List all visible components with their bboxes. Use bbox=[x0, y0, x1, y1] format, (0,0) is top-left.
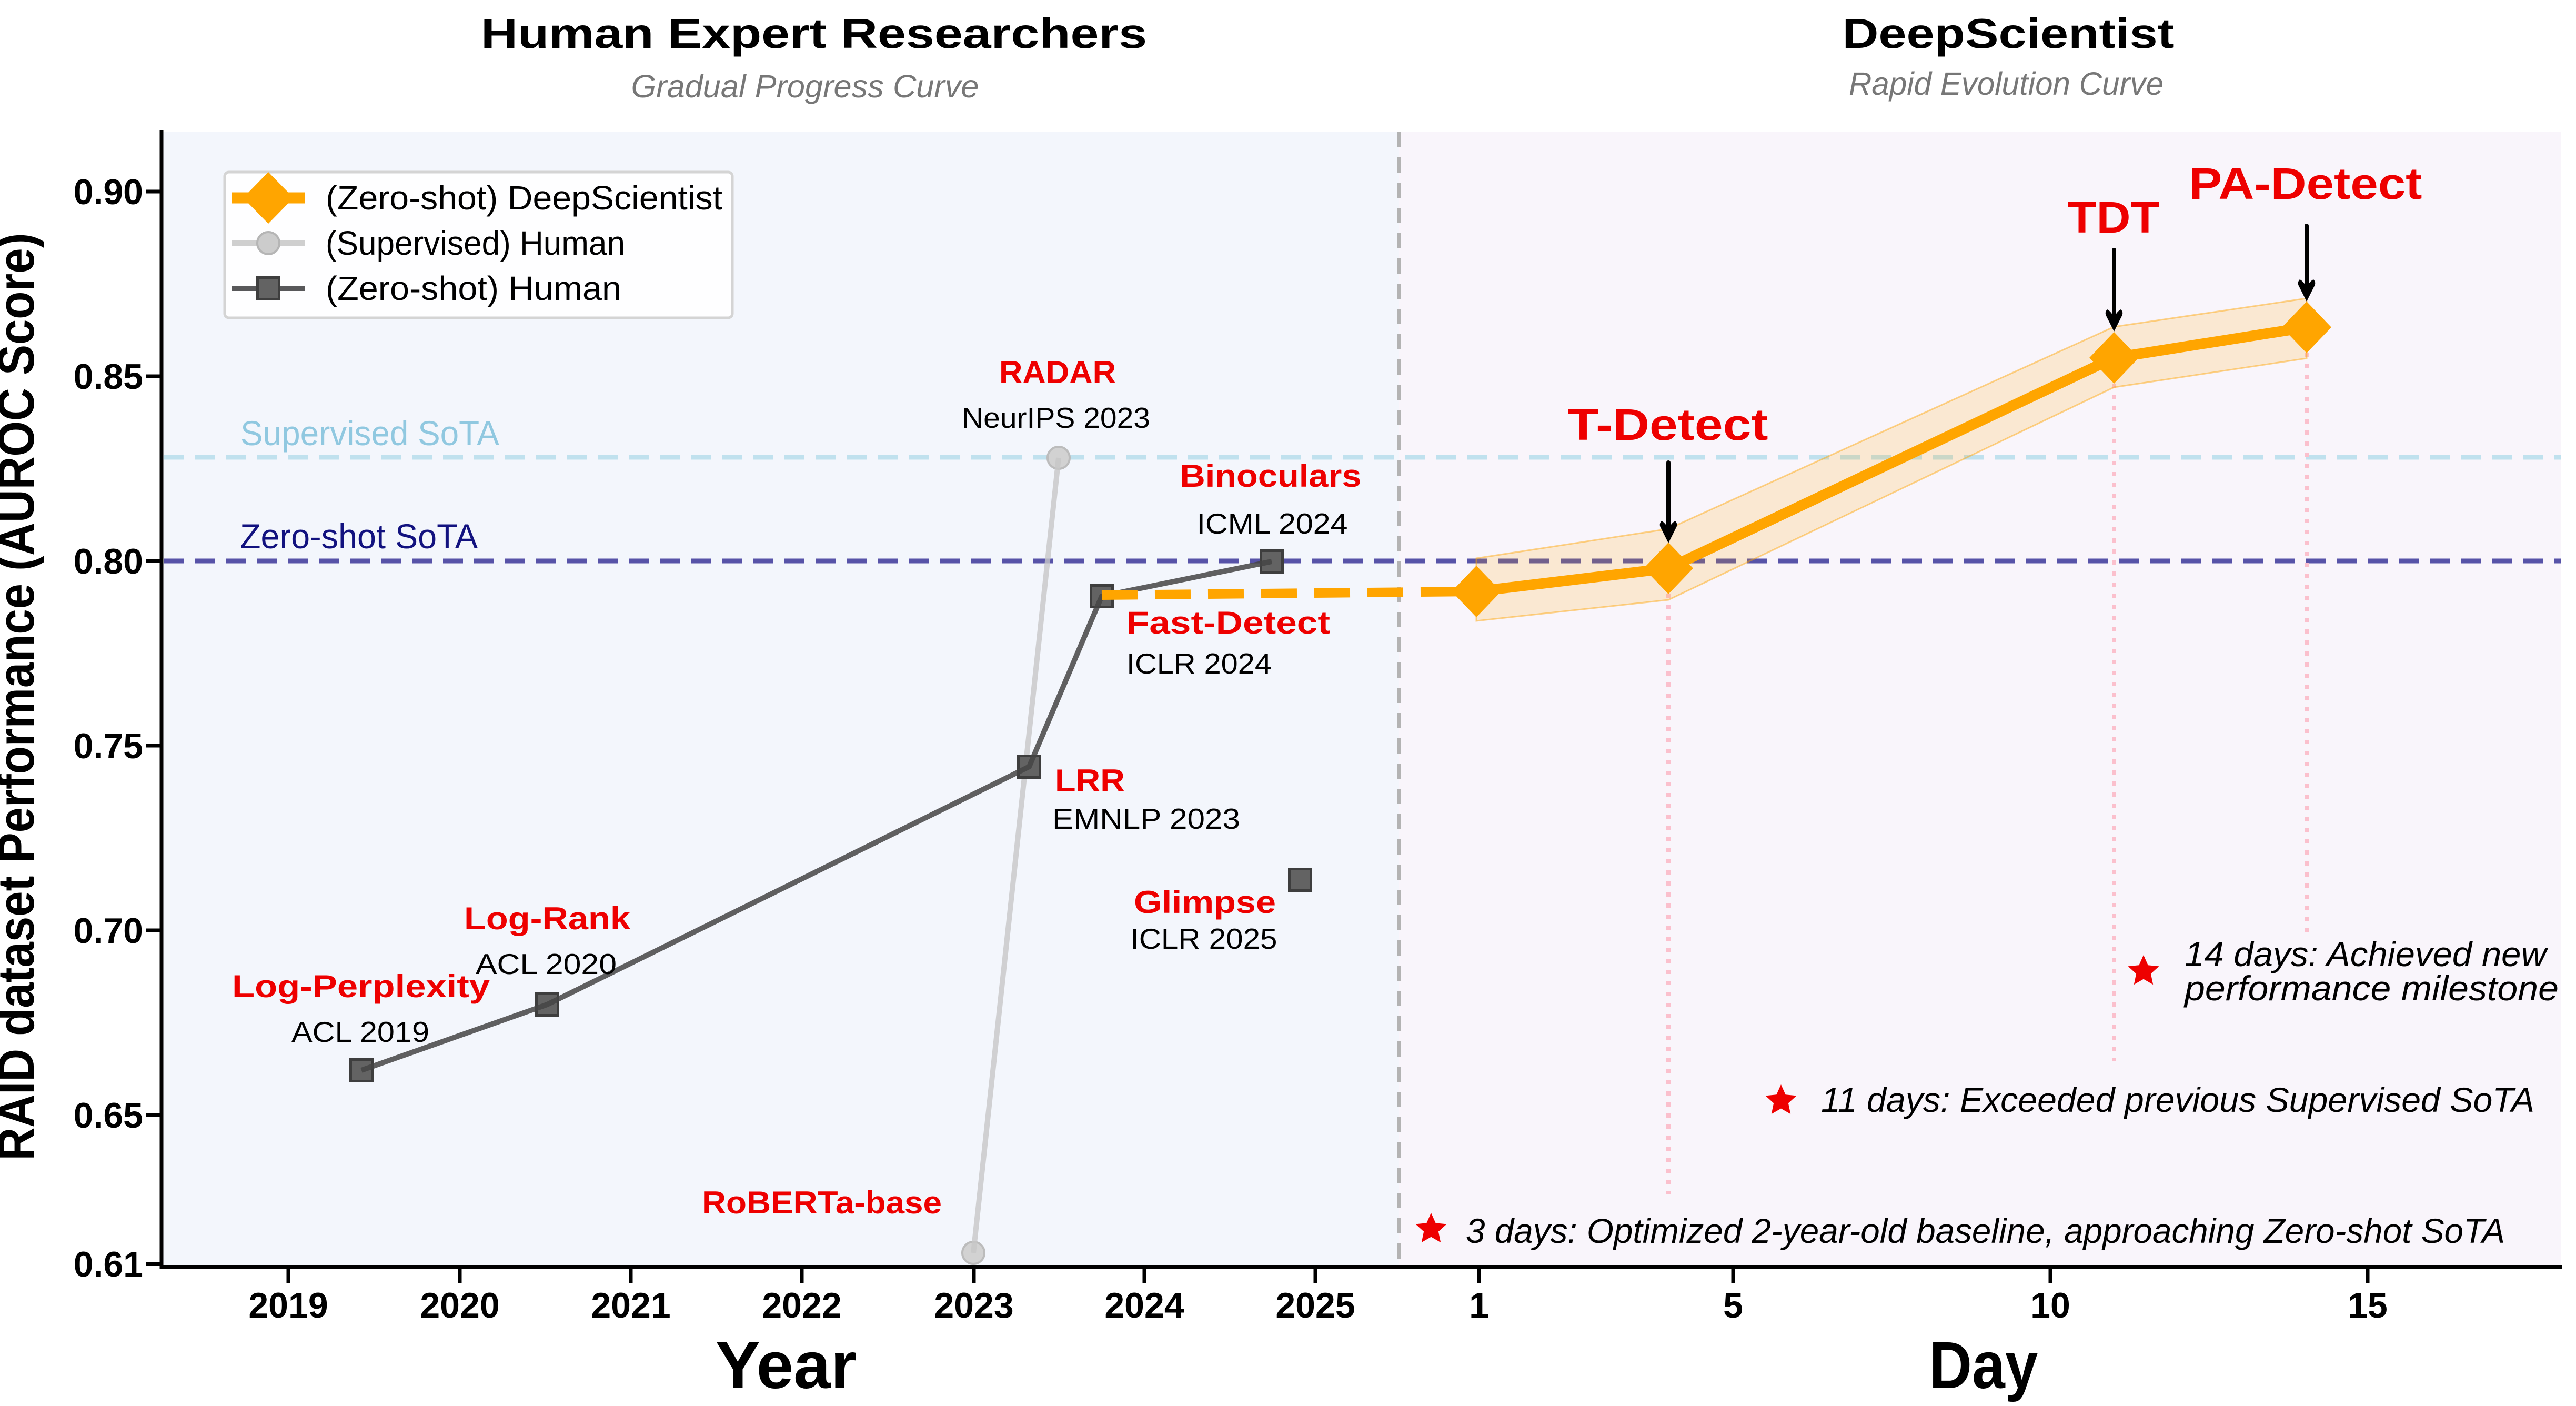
svg-text:2025: 2025 bbox=[1275, 1286, 1355, 1325]
svg-text:ICLR 2024: ICLR 2024 bbox=[1126, 647, 1272, 680]
svg-text:Supervised SoTA: Supervised SoTA bbox=[240, 414, 499, 453]
svg-text:2022: 2022 bbox=[762, 1286, 841, 1325]
svg-text:(Zero-shot) Human: (Zero-shot) Human bbox=[326, 269, 621, 307]
svg-text:RADAR: RADAR bbox=[999, 355, 1116, 390]
svg-text:ACL 2019: ACL 2019 bbox=[291, 1016, 429, 1048]
svg-text:performance milestone: performance milestone bbox=[2183, 969, 2559, 1008]
svg-text:2021: 2021 bbox=[591, 1286, 670, 1325]
svg-text:RAID dataset Performance (AURO: RAID dataset Performance (AUROC Score) bbox=[0, 233, 45, 1161]
svg-text:Gradual Progress Curve: Gradual Progress Curve bbox=[631, 68, 979, 104]
svg-text:ICLR 2025: ICLR 2025 bbox=[1131, 922, 1277, 955]
svg-text:0.85: 0.85 bbox=[74, 357, 143, 397]
svg-text:(Zero-shot) DeepScientist: (Zero-shot) DeepScientist bbox=[326, 179, 722, 217]
svg-text:2023: 2023 bbox=[934, 1286, 1013, 1325]
svg-text:0.61: 0.61 bbox=[74, 1244, 143, 1284]
svg-text:ICML 2024: ICML 2024 bbox=[1197, 507, 1348, 540]
svg-text:DeepScientist: DeepScientist bbox=[1843, 10, 2175, 57]
svg-text:Human Expert Researchers: Human Expert Researchers bbox=[481, 10, 1147, 57]
svg-text:15: 15 bbox=[2348, 1286, 2388, 1325]
svg-text:Glimpse: Glimpse bbox=[1134, 885, 1276, 920]
svg-text:11 days: Exceeded previous Sup: 11 days: Exceeded previous Supervised So… bbox=[1821, 1080, 2534, 1119]
svg-text:NeurIPS 2023: NeurIPS 2023 bbox=[962, 401, 1150, 434]
svg-text:0.70: 0.70 bbox=[74, 911, 143, 951]
svg-text:2019: 2019 bbox=[248, 1286, 328, 1325]
svg-text:Log-Rank: Log-Rank bbox=[464, 901, 631, 936]
svg-text:Zero-shot SoTA: Zero-shot SoTA bbox=[240, 517, 478, 556]
svg-text:PA-Detect: PA-Detect bbox=[2189, 159, 2422, 208]
svg-text:0.65: 0.65 bbox=[74, 1096, 143, 1136]
svg-text:LRR: LRR bbox=[1055, 763, 1125, 798]
svg-text:Binoculars: Binoculars bbox=[1180, 458, 1362, 494]
svg-text:(Supervised) Human: (Supervised) Human bbox=[326, 224, 625, 262]
svg-text:TDT: TDT bbox=[2068, 193, 2160, 242]
svg-text:5: 5 bbox=[1723, 1286, 1743, 1325]
svg-text:14 days: Achieved new: 14 days: Achieved new bbox=[2185, 935, 2549, 973]
svg-text:ACL 2020: ACL 2020 bbox=[476, 948, 617, 980]
svg-text:0.75: 0.75 bbox=[74, 726, 143, 766]
svg-text:10: 10 bbox=[2030, 1286, 2070, 1325]
svg-text:2024: 2024 bbox=[1104, 1286, 1184, 1325]
svg-text:T-Detect: T-Detect bbox=[1568, 400, 1768, 449]
svg-text:RoBERTa-base: RoBERTa-base bbox=[702, 1185, 942, 1220]
svg-text:1: 1 bbox=[1469, 1286, 1489, 1325]
svg-text:2020: 2020 bbox=[420, 1286, 499, 1325]
svg-text:EMNLP 2023: EMNLP 2023 bbox=[1052, 802, 1240, 835]
svg-text:3 days: Optimized 2-year-old b: 3 days: Optimized 2-year-old baseline, a… bbox=[1466, 1211, 2505, 1250]
svg-text:Year: Year bbox=[716, 1328, 857, 1402]
svg-text:0.80: 0.80 bbox=[74, 541, 143, 581]
svg-text:Rapid Evolution Curve: Rapid Evolution Curve bbox=[1849, 66, 2164, 102]
svg-text:0.90: 0.90 bbox=[74, 172, 143, 212]
svg-text:Fast-Detect: Fast-Detect bbox=[1126, 605, 1330, 640]
svg-text:Day: Day bbox=[1929, 1328, 2038, 1402]
svg-text:Log-Perplexity: Log-Perplexity bbox=[232, 969, 490, 1004]
